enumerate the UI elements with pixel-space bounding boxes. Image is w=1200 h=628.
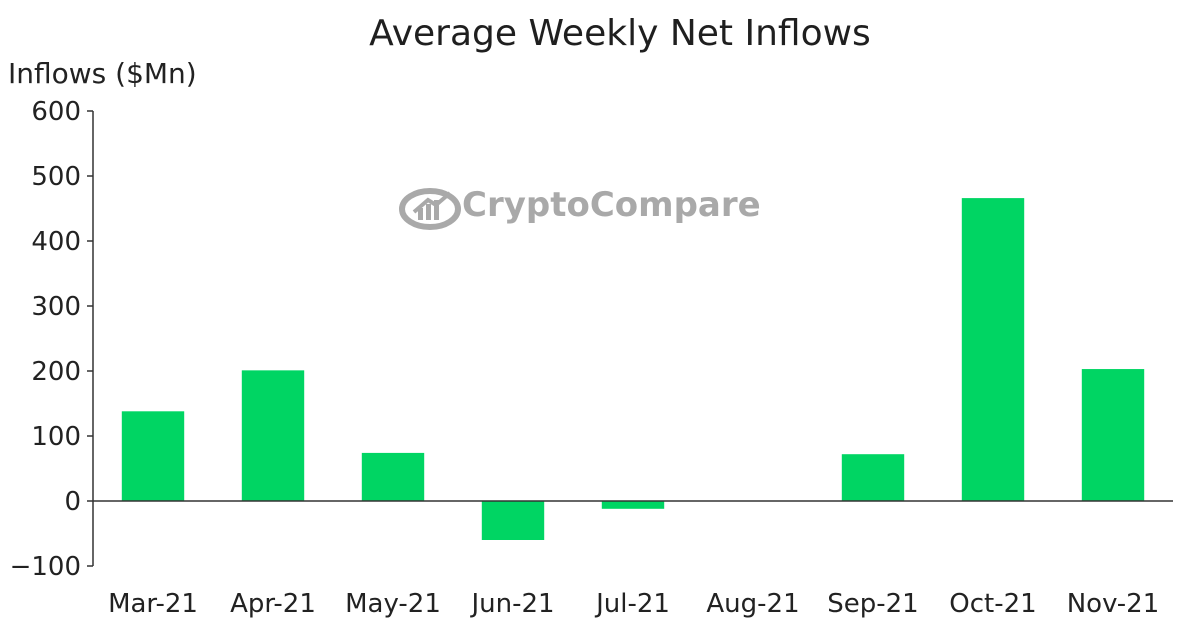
x-tick-label: Apr-21 <box>230 589 316 619</box>
y-axis-label: Inflows ($Mn) <box>8 57 197 90</box>
x-tick-label: Jul-21 <box>594 589 670 619</box>
watermark-text: CryptoCompare <box>462 185 761 225</box>
y-tick-label: −100 <box>10 552 81 582</box>
y-tick-label: 500 <box>31 162 81 192</box>
bar <box>1081 369 1145 501</box>
y-tick-label: 600 <box>31 97 81 127</box>
x-tick-label: May-21 <box>345 589 441 619</box>
y-tick-label: 300 <box>31 292 81 322</box>
x-tick-label: Nov-21 <box>1067 589 1160 619</box>
y-tick-label: 100 <box>31 422 81 452</box>
y-tick-label: 0 <box>64 487 81 517</box>
bar <box>121 411 185 501</box>
y-tick-label: 200 <box>31 357 81 387</box>
bar <box>961 198 1025 501</box>
watermark: CryptoCompare <box>399 185 761 230</box>
x-tick-label: Oct-21 <box>949 589 1036 619</box>
bar <box>601 501 665 509</box>
bar <box>361 452 425 501</box>
x-tick-label: Sep-21 <box>827 589 918 619</box>
x-tick-label: Aug-21 <box>706 589 799 619</box>
x-tick-label: Mar-21 <box>108 589 198 619</box>
cryptocompare-logo-icon <box>399 188 461 230</box>
plot-area: −100 0 100 200 300 400 500 600 Mar-21 Apr-21 May-2… <box>10 97 1173 619</box>
bar <box>241 370 305 501</box>
y-tick-label: 400 <box>31 227 81 257</box>
bar <box>481 501 545 540</box>
bar <box>841 454 905 501</box>
x-tick-label: Jun-21 <box>469 589 554 619</box>
chart-title: Average Weekly Net Inflows <box>369 13 871 54</box>
